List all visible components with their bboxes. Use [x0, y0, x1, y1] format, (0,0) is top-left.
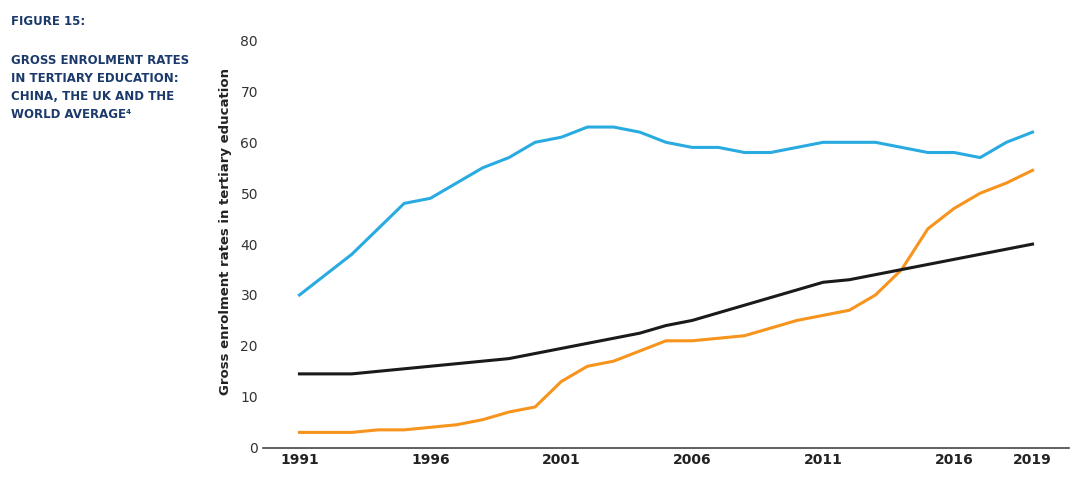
Y-axis label: Gross enrolment rates in tertiary education: Gross enrolment rates in tertiary educat…	[219, 68, 232, 395]
Text: FIGURE 15:: FIGURE 15:	[11, 15, 85, 28]
Text: GROSS ENROLMENT RATES
IN TERTIARY EDUCATION:
CHINA, THE UK AND THE
WORLD AVERAGE: GROSS ENROLMENT RATES IN TERTIARY EDUCAT…	[11, 54, 189, 121]
